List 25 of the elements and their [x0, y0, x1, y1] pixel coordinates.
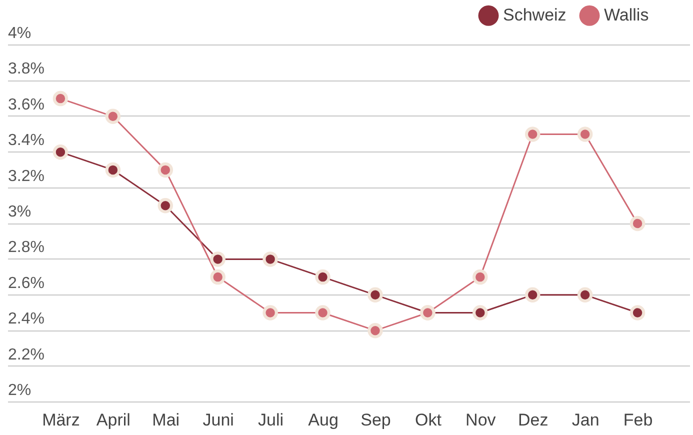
y-tick-label: 3.8% [8, 60, 44, 78]
legend-label: Schweiz [503, 6, 566, 25]
x-tick-label: März [42, 410, 80, 430]
x-tick-label: Dez [518, 410, 548, 430]
x-tick-label: Aug [308, 410, 338, 430]
y-tick-label: 2.8% [8, 239, 44, 256]
x-tick-label: Juli [258, 410, 284, 430]
y-tick-label: 4% [8, 25, 32, 42]
y-tick-label: 2.2% [8, 346, 44, 364]
y-tick-label: 3.6% [8, 96, 44, 114]
x-tick-label: April [96, 410, 130, 430]
x-tick-label: Mai [152, 410, 180, 430]
y-tick-label: 2% [8, 382, 32, 399]
y-tick-label: 3% [8, 204, 32, 220]
x-tick-label: Feb [623, 410, 653, 430]
x-tick-label: Sep [360, 410, 391, 430]
x-tick-label: Jan [572, 410, 600, 430]
legend-label: Wallis [604, 6, 649, 25]
y-tick-label: 2.6% [8, 274, 44, 292]
y-tick-label: 3.4% [8, 132, 44, 150]
x-tick-label: Nov [466, 410, 496, 430]
x-tick-label: Okt [414, 410, 442, 430]
x-tick-label: Juni [202, 410, 234, 430]
y-tick-label: 2.4% [8, 310, 44, 328]
y-tick-label: 3.2% [8, 168, 44, 185]
